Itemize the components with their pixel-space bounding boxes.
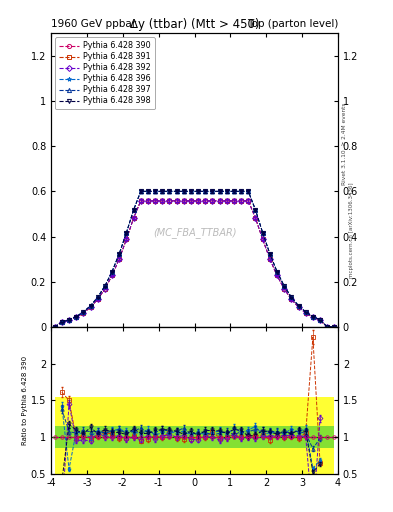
Y-axis label: Ratio to Pythia 6.428 390: Ratio to Pythia 6.428 390 bbox=[22, 356, 28, 445]
Text: Rivet 3.1.10, ≥ 2.4M events: Rivet 3.1.10, ≥ 2.4M events bbox=[342, 102, 346, 185]
Text: 1960 GeV ppbar: 1960 GeV ppbar bbox=[51, 19, 136, 29]
Text: (MC_FBA_TTBAR): (MC_FBA_TTBAR) bbox=[153, 227, 236, 239]
Title: Δy (ttbar) (Mtt > 450): Δy (ttbar) (Mtt > 450) bbox=[130, 18, 259, 31]
Text: mcplots.cern.ch [arXiv:1306.3436]: mcplots.cern.ch [arXiv:1306.3436] bbox=[349, 183, 354, 278]
Legend: Pythia 6.428 390, Pythia 6.428 391, Pythia 6.428 392, Pythia 6.428 396, Pythia 6: Pythia 6.428 390, Pythia 6.428 391, Pyth… bbox=[55, 37, 155, 110]
Text: Top (parton level): Top (parton level) bbox=[246, 19, 338, 29]
